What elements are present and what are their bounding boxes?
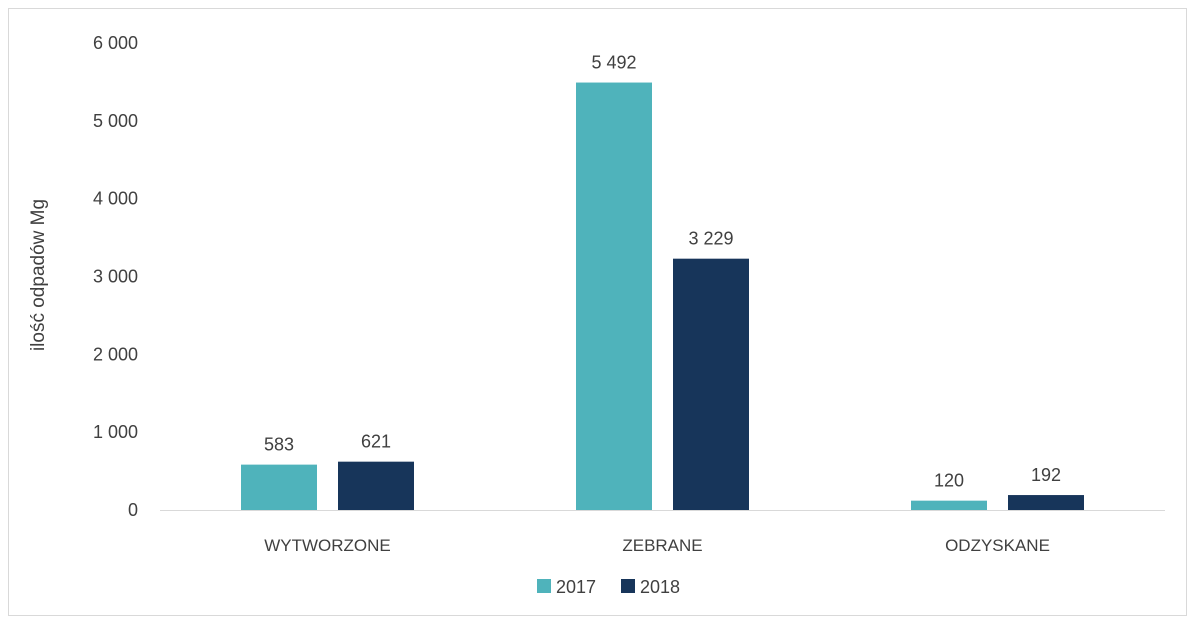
bars: [241, 82, 1084, 510]
y-tick-label: 2 000: [93, 344, 138, 364]
bar-2017: [241, 464, 317, 510]
data-label: 3 229: [688, 229, 733, 249]
y-axis-ticks: 0 1 000 2 000 3 000 4 000 5 000 6 000: [93, 33, 138, 520]
data-label: 192: [1031, 465, 1061, 485]
bar-2018: [673, 258, 749, 510]
data-label: 621: [361, 432, 391, 452]
category-label: ODZYSKANE: [945, 536, 1050, 555]
category-label: ZEBRANE: [622, 536, 702, 555]
bar-2018: [338, 461, 414, 510]
y-axis-title: ilość odpadów Mg: [28, 199, 49, 351]
bar-2018: [1008, 495, 1084, 510]
y-tick-label: 5 000: [93, 111, 138, 131]
legend-swatch-2017: [537, 579, 551, 593]
bar-2017: [911, 500, 987, 510]
y-tick-label: 4 000: [93, 189, 138, 209]
category-label: WYTWORZONE: [264, 536, 391, 555]
data-labels: 583 621 5 492 3 229 120 192: [264, 53, 1061, 491]
legend-label: 2018: [640, 577, 680, 597]
data-label: 583: [264, 435, 294, 455]
bar-2017: [576, 82, 652, 510]
data-label: 120: [934, 471, 964, 491]
y-tick-label: 3 000: [93, 267, 138, 287]
data-label: 5 492: [591, 53, 636, 73]
legend: 2017 2018: [537, 577, 680, 597]
legend-swatch-2018: [621, 579, 635, 593]
y-tick-label: 0: [128, 500, 138, 520]
y-tick-label: 6 000: [93, 33, 138, 53]
y-tick-label: 1 000: [93, 422, 138, 442]
category-labels: WYTWORZONE ZEBRANE ODZYSKANE: [264, 536, 1050, 555]
legend-label: 2017: [556, 577, 596, 597]
